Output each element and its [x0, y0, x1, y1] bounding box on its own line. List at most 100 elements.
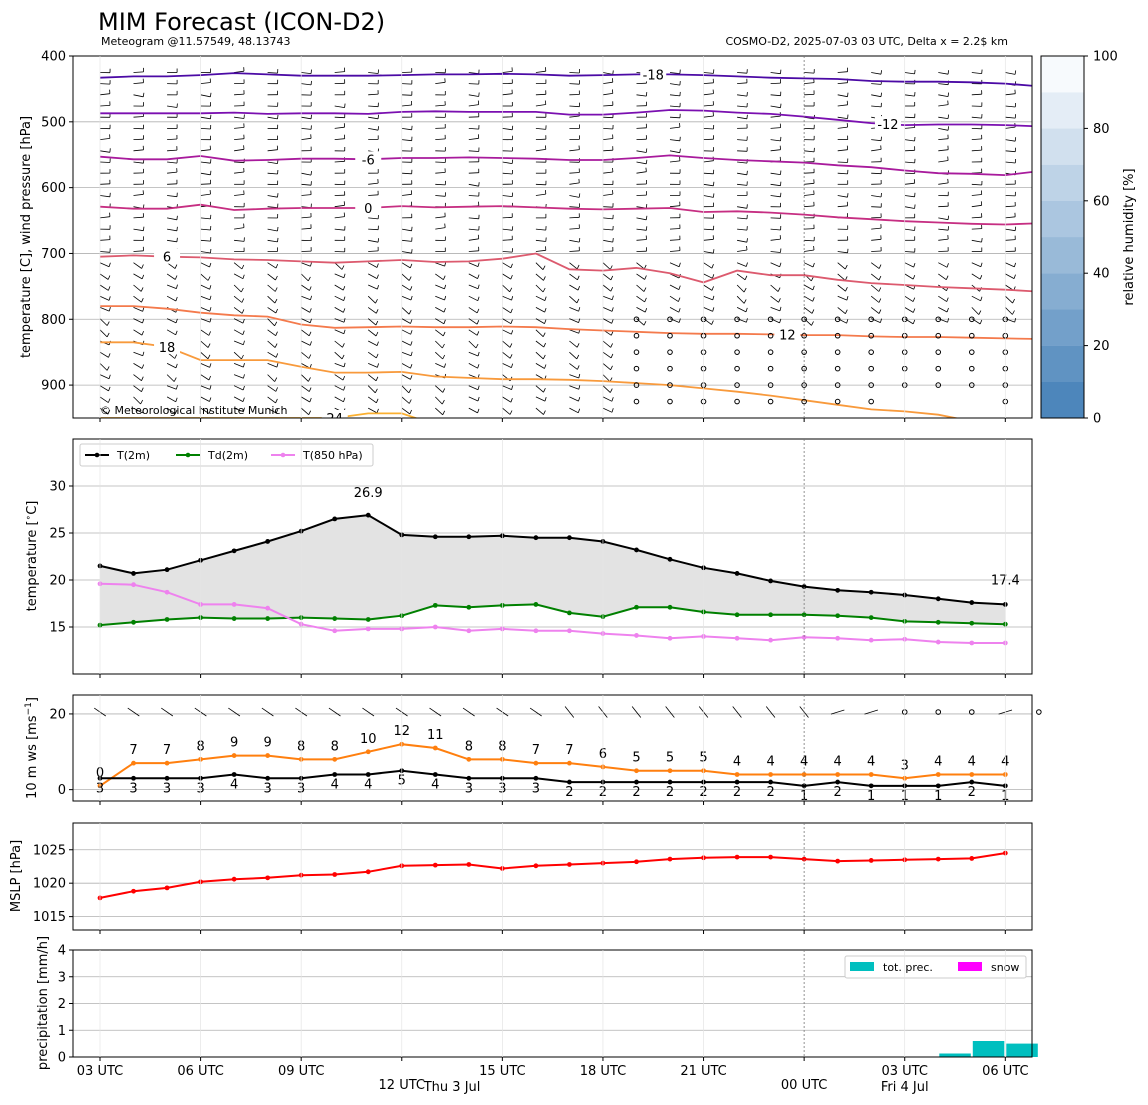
- wind-calm-marker-26: [968, 709, 975, 715]
- wind-surface-barb-11: [462, 707, 475, 717]
- wind-barb-926: [569, 396, 579, 402]
- wind-barb-742: [468, 407, 478, 414]
- wind-barb-982: [602, 363, 611, 371]
- wind-barb-flag-671: [442, 354, 446, 360]
- isotherm-label-bg-4: [154, 248, 181, 264]
- wind-barb-1168: [736, 284, 745, 293]
- figure-title: MIM Forecast (ICON-D2): [98, 8, 385, 36]
- wind-barb-1026: [636, 262, 645, 270]
- wind-barb-flag-367: [275, 387, 278, 392]
- wind-barb-flag-1107: [713, 193, 715, 198]
- wind-barb-1506: [1005, 116, 1016, 119]
- wind-barb-1174: [736, 318, 747, 323]
- wind-barb-670: [435, 351, 443, 360]
- wind-barb-142: [167, 171, 178, 174]
- wind-barb-66: [133, 94, 144, 98]
- fog-marker-56: [935, 365, 942, 372]
- wind-barb-576: [401, 172, 412, 175]
- temperature-point-2-13: [533, 628, 539, 634]
- wind-barb-1472: [971, 183, 982, 186]
- wind-value-label-0-11: 8: [465, 739, 473, 754]
- wind-barb-1310: [837, 307, 846, 315]
- fog-marker-58: [968, 316, 975, 323]
- wind-barb-1426: [938, 182, 949, 185]
- wind-barb-flag-1495: [978, 310, 982, 315]
- wind-barb-328: [267, 172, 278, 175]
- wind-barb-844: [535, 284, 544, 293]
- wind-barb-668: [435, 340, 443, 349]
- wind-barb-flag-99: [141, 274, 145, 280]
- wind-barb-1240: [804, 172, 815, 174]
- wind-barb-900: [569, 250, 580, 252]
- wind-barb-flag-987: [609, 388, 613, 393]
- wind-barb-108: [133, 329, 143, 336]
- wind-barb-1532: [1005, 262, 1015, 268]
- wind-point-0-5: [265, 753, 271, 758]
- wind-barb-1352: [870, 284, 880, 292]
- wind-barb-840: [535, 262, 544, 270]
- wind-barb-flag-1543: [1014, 318, 1017, 323]
- wind-barb-700: [468, 172, 479, 174]
- wind-barb-flag-123: [141, 408, 145, 414]
- wind-barb-694: [468, 137, 479, 140]
- wind-barb-740: [468, 396, 479, 402]
- wind-barb-flag-287: [240, 287, 244, 293]
- wind-value-label-1-17: 2: [666, 785, 674, 800]
- wind-barb-flag-357: [275, 331, 278, 336]
- wind-barb-1070: [669, 250, 681, 252]
- colorbar-band-1: [1041, 345, 1084, 382]
- wind-barb-942: [602, 138, 613, 140]
- wind-barb-flag-905: [577, 275, 580, 280]
- wind-barb-96: [133, 262, 142, 269]
- fog-marker-2: [633, 349, 640, 355]
- wind-barb-flag-285: [242, 274, 245, 279]
- isotherm-label-1: -12: [877, 118, 898, 133]
- wind-barb-184: [166, 407, 176, 415]
- wind-barb-flag-1303: [844, 264, 848, 270]
- wind-barb-flag-601: [408, 310, 412, 315]
- temperature-point-1-26: [969, 620, 975, 626]
- wind-barb-1326: [871, 139, 882, 142]
- wind-barb-1114: [703, 238, 714, 241]
- wind-barb-178: [166, 374, 175, 382]
- wind-barb-88: [133, 216, 144, 219]
- wind-barb-1482: [971, 239, 982, 243]
- wind-barb-874: [569, 105, 580, 108]
- wind-barb-684: [468, 83, 479, 85]
- wind-barb-352: [267, 307, 277, 314]
- precip-legend-box: [844, 955, 1027, 979]
- wind-barb-1376: [904, 161, 915, 164]
- wind-barb-904: [569, 273, 578, 281]
- wind-barb-762: [502, 172, 513, 175]
- precip-bar-25: [939, 1053, 971, 1057]
- wind-barb-flag-739: [477, 385, 480, 390]
- wind-barb-366: [267, 385, 277, 392]
- wind-barb-flag-921: [577, 365, 580, 370]
- wind-barb-flag-605: [410, 330, 413, 335]
- wind-barb-120: [133, 396, 141, 405]
- wind-barb-600: [401, 307, 410, 315]
- mslp-point-23: [868, 858, 874, 863]
- wind-barb-flag-761: [511, 159, 514, 164]
- wind-barb-708: [468, 217, 479, 220]
- wind-barb-1162: [737, 249, 748, 252]
- wind-barb-flag-733: [477, 351, 480, 357]
- wind-barb-1394: [904, 262, 914, 268]
- fog-marker-41: [834, 398, 841, 405]
- wind-barb-flag-39: [108, 286, 111, 291]
- wind-barb-flag-1167: [744, 275, 748, 280]
- fog-marker-57: [935, 382, 942, 388]
- temperature-point-1-23: [868, 615, 874, 620]
- mslp-point-19: [734, 854, 740, 860]
- wind-barb-1496: [971, 318, 981, 325]
- wind-value-label-0-22: 4: [834, 755, 842, 770]
- wind-point-0-2: [164, 760, 170, 766]
- wind-barb-1276: [837, 116, 848, 119]
- temperature-point-2-17: [667, 635, 673, 641]
- wind-barb-flag-727: [476, 320, 480, 325]
- wind-barb-flag-973: [611, 307, 614, 312]
- wind-barb-360: [267, 351, 277, 358]
- wind-barb-538: [367, 307, 377, 314]
- wind-barb-flag-735: [477, 364, 480, 369]
